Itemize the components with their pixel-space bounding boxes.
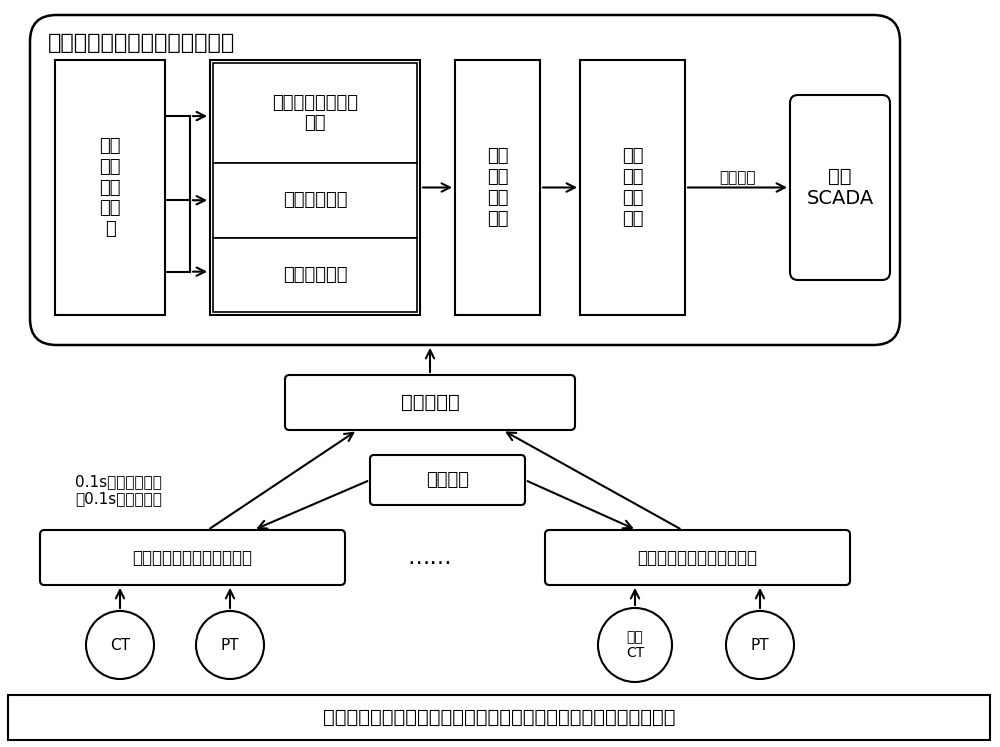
Text: PT: PT: [221, 637, 239, 652]
Text: 告警信息: 告警信息: [719, 170, 756, 185]
FancyBboxPatch shape: [213, 63, 417, 163]
FancyBboxPatch shape: [55, 60, 165, 315]
Text: 对时装置: 对时装置: [426, 471, 469, 489]
Circle shape: [196, 611, 264, 679]
FancyBboxPatch shape: [213, 238, 417, 312]
Text: 供电设备隐性故障监测站域主站: 供电设备隐性故障监测站域主站: [48, 33, 235, 53]
Text: 0.1s真有效值电能
以0.1s为周期上送: 0.1s真有效值电能 以0.1s为周期上送: [75, 474, 162, 506]
FancyBboxPatch shape: [8, 695, 990, 740]
Text: 网络交换机: 网络交换机: [401, 393, 459, 412]
FancyBboxPatch shape: [455, 60, 540, 315]
Text: 历史损耗比较: 历史损耗比较: [283, 191, 347, 209]
Text: 多周
期同
步损
耗计
算: 多周 期同 步损 耗计 算: [99, 137, 121, 238]
FancyBboxPatch shape: [790, 95, 890, 280]
FancyBboxPatch shape: [210, 60, 420, 315]
FancyBboxPatch shape: [30, 15, 900, 345]
Circle shape: [86, 611, 154, 679]
FancyBboxPatch shape: [580, 60, 685, 315]
FancyBboxPatch shape: [213, 163, 417, 238]
Text: 真有效值电能同步测量装置: 真有效值电能同步测量装置: [638, 548, 758, 566]
Text: 开关柜、馈线、变压器、变频器、电容器等供电设备构成的虚拟节点: 开关柜、馈线、变压器、变频器、电容器等供电设备构成的虚拟节点: [323, 708, 675, 727]
FancyBboxPatch shape: [370, 455, 525, 505]
Text: 异常
虚拟
节点
识别: 异常 虚拟 节点 识别: [487, 147, 508, 228]
Text: 同类虚拟节点损耗
比较: 同类虚拟节点损耗 比较: [272, 93, 358, 132]
Text: PT: PT: [751, 637, 769, 652]
FancyBboxPatch shape: [545, 530, 850, 585]
Text: 虚拟电阻比较: 虚拟电阻比较: [283, 266, 347, 284]
Text: 电子
CT: 电子 CT: [626, 630, 644, 660]
Text: CT: CT: [110, 637, 130, 652]
Circle shape: [726, 611, 794, 679]
Text: 电网
SCADA: 电网 SCADA: [806, 167, 874, 208]
Text: ……: ……: [408, 548, 452, 568]
Text: 真有效值电能同步测量装置: 真有效值电能同步测量装置: [132, 548, 252, 566]
Text: 异常
供电
设备
识别: 异常 供电 设备 识别: [622, 147, 643, 228]
FancyBboxPatch shape: [40, 530, 345, 585]
Circle shape: [598, 608, 672, 682]
FancyBboxPatch shape: [285, 375, 575, 430]
